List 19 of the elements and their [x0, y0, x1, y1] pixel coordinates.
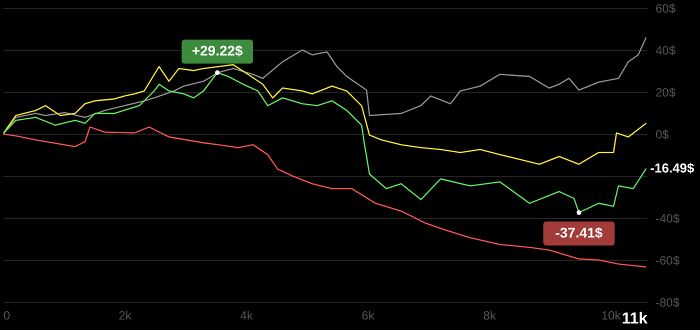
x-tick-label: 8k: [483, 308, 497, 322]
x-tick-label: 0: [4, 308, 10, 322]
y-tick-label: 60$: [656, 2, 676, 16]
y-tick-label: 40$: [656, 44, 676, 58]
y-tick-label: 0$: [656, 128, 670, 142]
x-tick-label: 10k: [601, 308, 622, 322]
annotation: -37.41$: [555, 224, 603, 241]
y-tick-label: -60$: [656, 254, 680, 268]
y-tick-label: 20$: [656, 86, 676, 100]
annotation: +29.22$: [192, 42, 244, 59]
annotation: -16.49$: [650, 160, 696, 176]
x-tick-label: 6k: [362, 308, 376, 322]
line-series: [3, 126, 647, 268]
x-tick-label: 2k: [118, 308, 132, 322]
x-tick-label: 11k: [622, 310, 648, 328]
x-tick-label: 4k: [240, 308, 254, 322]
y-tick-label: -40$: [656, 212, 680, 226]
line-series: [3, 64, 647, 165]
y-tick-label: -80$: [656, 296, 680, 310]
